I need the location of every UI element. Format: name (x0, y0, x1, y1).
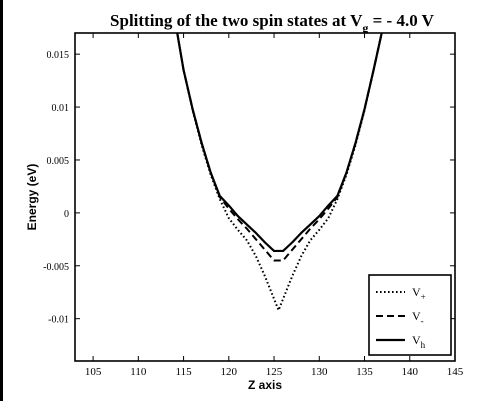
legend-label: Vh (412, 333, 426, 350)
x-axis-label: Z axis (248, 378, 282, 392)
x-tick-label: 115 (176, 366, 193, 378)
chart-title-rest: = - 4.0 V (368, 11, 434, 30)
x-ticks: 105 110 115 120 125 130 135 140 145 (85, 33, 464, 378)
legend-label: V+ (412, 285, 426, 302)
x-tick-label: 140 (402, 366, 419, 378)
y-tick-label: -0.005 (43, 262, 69, 273)
chart-title-subscript: g (362, 21, 368, 35)
y-tick-label: 0.005 (47, 156, 70, 167)
y-tick-label: 0.015 (47, 50, 70, 61)
x-tick-label: 120 (221, 366, 238, 378)
legend-label-subscript: - (421, 316, 424, 326)
figure-left-border (0, 0, 3, 401)
legend-label-main: V (412, 285, 421, 299)
x-tick-label: 145 (447, 366, 464, 378)
x-tick-label: 130 (311, 366, 328, 378)
y-ticks: -0.01 -0.005 0 0.005 0.01 0.015 (43, 50, 455, 326)
legend-label-subscript: + (421, 292, 426, 302)
y-tick-label: 0.01 (52, 103, 70, 114)
series-line-solid (176, 33, 383, 253)
legend: V+V-Vh (368, 274, 452, 356)
legend-label: V- (412, 309, 424, 326)
chart-title-main: Splitting of the two spin states at V (110, 11, 363, 30)
y-tick-label: 0 (64, 209, 69, 220)
x-tick-label: 125 (266, 366, 283, 378)
legend-label-main: V (412, 333, 421, 347)
legend-label-main: V (412, 309, 421, 323)
y-axis-label: Energy (eV) (25, 164, 39, 231)
x-tick-label: 110 (130, 366, 147, 378)
legend-label-subscript: h (421, 340, 426, 350)
chart-title: Splitting of the two spin states at Vg =… (110, 11, 435, 35)
x-tick-label: 105 (85, 366, 102, 378)
y-tick-label: -0.01 (48, 315, 69, 326)
x-tick-label: 135 (356, 366, 373, 378)
series-lines (176, 33, 383, 312)
legend-entries: V+V-Vh (376, 285, 426, 350)
